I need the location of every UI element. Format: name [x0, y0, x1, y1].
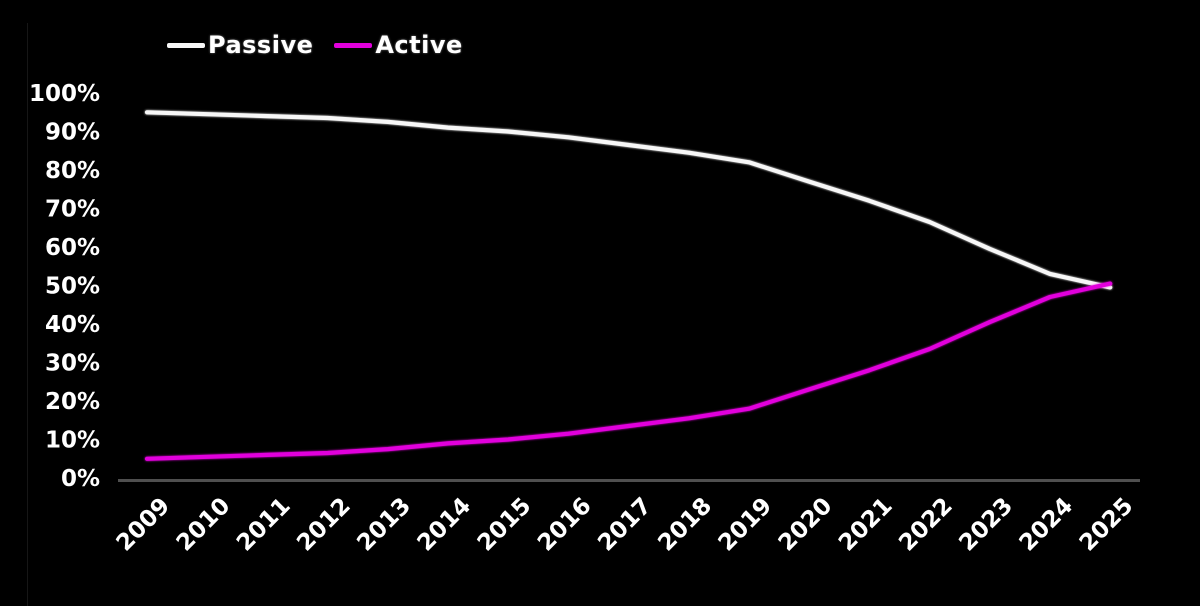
- x-tick-label: 2012: [292, 493, 356, 557]
- legend-item-passive: Passive: [167, 31, 313, 59]
- x-tick-label: 2014: [413, 493, 477, 557]
- x-tick-label: 2024: [1015, 493, 1079, 557]
- x-tick-label: 2018: [653, 493, 717, 557]
- y-tick-label: 80%: [45, 158, 100, 184]
- y-tick-label: 20%: [45, 389, 100, 415]
- legend-label-passive: Passive: [208, 31, 314, 59]
- y-tick-label: 70%: [45, 197, 100, 223]
- legend-item-active: Active: [334, 31, 462, 59]
- x-tick-label: 2010: [172, 493, 236, 557]
- y-tick-label: 30%: [45, 351, 100, 377]
- x-tick-label: 2017: [593, 493, 657, 557]
- y-tick-label: 100%: [29, 81, 100, 107]
- x-tick-label: 2025: [1075, 493, 1139, 557]
- x-tick-label: 2021: [834, 493, 898, 557]
- x-tick-label: 2023: [954, 493, 1018, 557]
- x-tick-label: 2015: [473, 493, 537, 557]
- x-tick-label: 2019: [714, 493, 778, 557]
- y-tick-label: 40%: [45, 312, 100, 338]
- chart-legend: Passive Active: [167, 31, 463, 59]
- y-tick-label: 60%: [45, 235, 100, 261]
- y-tick-label: 90%: [45, 120, 100, 146]
- legend-swatch-passive: [167, 42, 205, 48]
- x-tick-label: 2009: [112, 493, 176, 557]
- active-line: [144, 281, 1113, 461]
- x-tick-label: 2020: [774, 493, 838, 557]
- x-tick-label: 2022: [894, 493, 958, 557]
- x-tick-label: 2011: [232, 493, 296, 557]
- passive-line: [144, 110, 1113, 290]
- y-tick-label: 10%: [45, 428, 100, 454]
- legend-swatch-active: [334, 42, 373, 48]
- x-tick-label: 2013: [352, 493, 416, 557]
- y-tick-label: 0%: [61, 466, 100, 492]
- y-tick-label: 50%: [45, 274, 100, 300]
- legend-label-active: Active: [375, 31, 463, 59]
- x-tick-label: 2016: [533, 493, 597, 557]
